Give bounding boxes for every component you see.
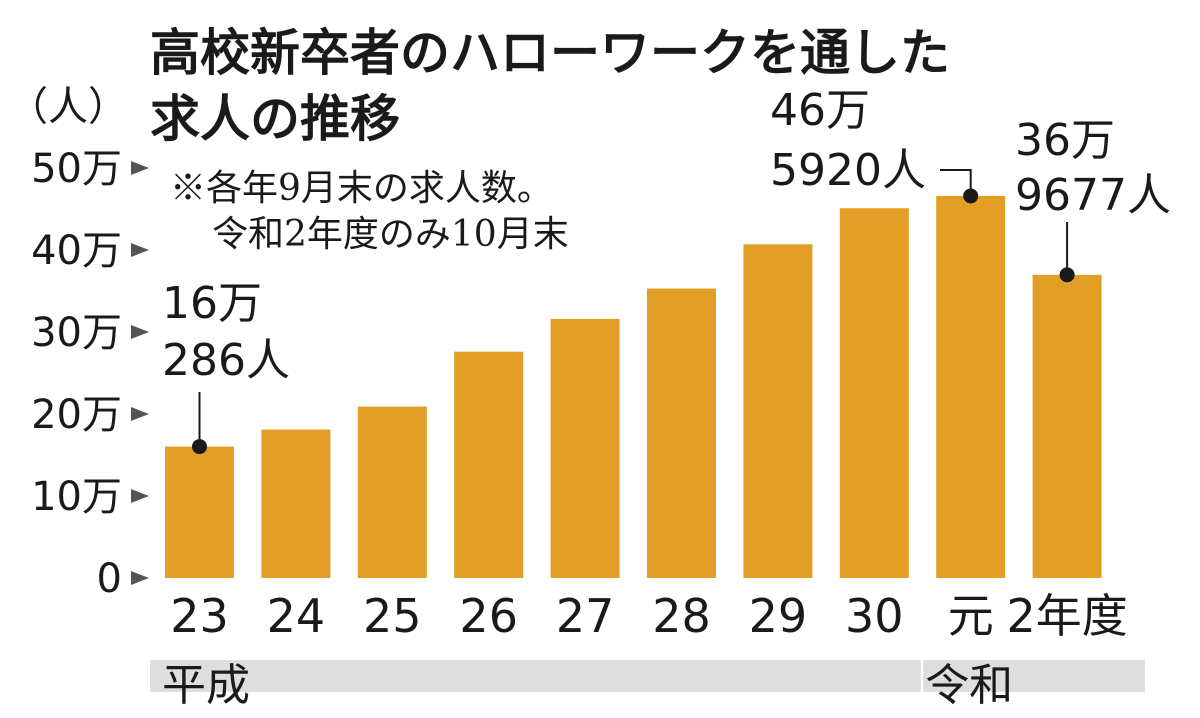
data-label: 16万 [162, 278, 262, 329]
y-tick-label: 0 [97, 556, 122, 602]
annotation-dot [192, 439, 207, 455]
y-tick-arrow-icon [131, 571, 149, 585]
era-band [150, 660, 921, 692]
annotation-dot [963, 188, 979, 204]
y-tick-arrow-icon [131, 489, 149, 503]
x-tick-label: 2年度 [1006, 589, 1127, 643]
y-tick-label: 40万 [31, 228, 122, 274]
era-label: 平成 [162, 660, 250, 711]
data-label: 286人 [162, 335, 290, 386]
x-tick-label: 23 [170, 589, 229, 643]
bar [357, 406, 427, 578]
era-axis: 平成 令和 [150, 660, 1145, 711]
annotation-dot [1059, 267, 1075, 283]
bar [839, 208, 909, 578]
bar [1032, 274, 1102, 578]
y-tick-label: 10万 [31, 474, 122, 520]
bars [165, 195, 1102, 578]
chart-title-line-1: 高校新卒者のハローワークを通した [150, 24, 950, 82]
data-label: 36万 [1015, 115, 1115, 166]
x-tick-label: 29 [749, 589, 808, 643]
x-tick-label: 25 [363, 589, 422, 643]
x-tick-label: 28 [652, 589, 711, 643]
x-tick-label: 26 [459, 589, 518, 643]
era-band [923, 660, 1145, 692]
y-tick-label: 30万 [31, 310, 122, 356]
y-tick-arrow-icon [131, 325, 149, 339]
x-axis: 23 24 25 26 27 28 29 30 元 2年度 [170, 589, 1128, 643]
bar [647, 288, 716, 578]
bar [165, 446, 234, 578]
y-tick-label: 20万 [31, 392, 122, 438]
era-label: 令和 [925, 660, 1013, 711]
chart-title-line-2: 求人の推移 [150, 90, 400, 148]
y-axis-unit-label: （人） [8, 84, 128, 130]
x-tick-label: 24 [267, 589, 326, 643]
bar [454, 351, 524, 578]
y-tick-arrow-icon [131, 161, 149, 175]
chart-note-line-2: 令和2年度のみ10月末 [212, 214, 569, 255]
x-tick-label: 30 [845, 589, 904, 643]
x-tick-label: 元 [948, 589, 994, 643]
bar [936, 195, 1006, 578]
data-label: 46万 [770, 85, 870, 136]
y-axis: 0 10万 20万 30万 40万 50万 [31, 146, 149, 602]
y-tick-arrow-icon [131, 407, 149, 421]
y-tick-label: 50万 [31, 146, 122, 192]
x-tick-label: 27 [556, 589, 615, 643]
bar [743, 244, 813, 578]
data-label: 5920人 [770, 145, 926, 196]
bar [550, 318, 620, 578]
annotation-leader-line [940, 169, 972, 196]
y-tick-arrow-icon [131, 243, 149, 257]
chart-note-line-1: ※各年9月末の求人数。 [170, 168, 553, 209]
bar [261, 429, 331, 578]
data-label: 9677人 [1015, 170, 1171, 221]
